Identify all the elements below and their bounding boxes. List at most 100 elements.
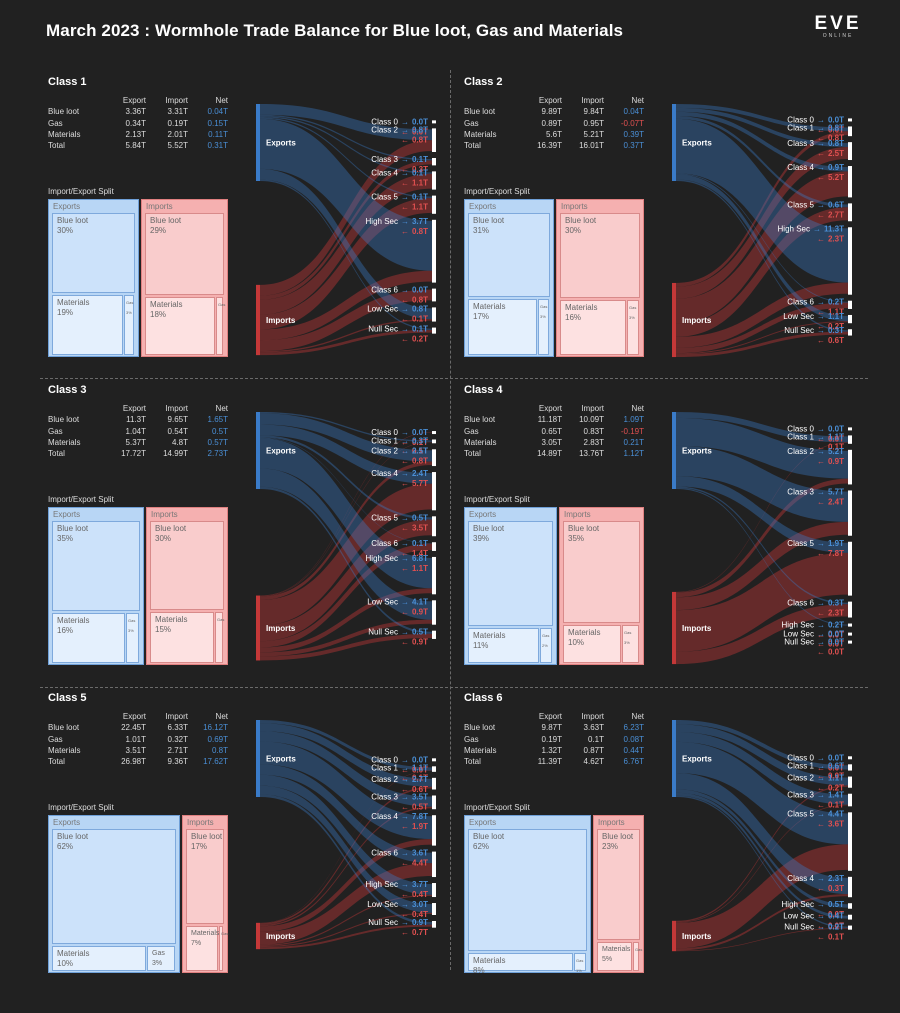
- destination-in-label: ← 0.2T: [401, 335, 428, 344]
- destination-node: [848, 632, 852, 636]
- stats-row: Total 5.84T 5.52T 0.31T: [48, 140, 228, 151]
- import-flow-band: [260, 289, 432, 352]
- out-arrow: →: [401, 597, 409, 606]
- destination-in-label: ← 0.0T: [817, 763, 844, 772]
- destination-node: [848, 812, 852, 871]
- leaf-pct: 62%: [473, 842, 490, 851]
- imports-box-label: Imports: [187, 818, 214, 827]
- stats-export-value: 2.13T: [125, 129, 146, 139]
- imports-treemap-box: Imports Blue loot 17% Materials 7% Gas: [182, 815, 228, 973]
- exports-node: [256, 104, 260, 181]
- destination-name: Class 2: [787, 774, 814, 783]
- stats-row: Gas 1.04T 0.54T 0.5T: [48, 426, 228, 437]
- stats-export-value: 1.04T: [125, 426, 146, 436]
- stats-export-value: 3.36T: [125, 107, 146, 117]
- in-arrow: ←: [817, 457, 825, 466]
- destination-in-label: ← 3.5T: [401, 523, 428, 532]
- destination-in-label: ← 2.3T: [817, 609, 844, 618]
- out-arrow: →: [817, 115, 825, 124]
- destination-name: Class 0: [787, 424, 814, 433]
- stats-header-cell: Net: [215, 712, 228, 721]
- destination-out-label: Class 1 → 0.6T: [787, 761, 844, 770]
- stats-import-value: 10.09T: [579, 415, 604, 425]
- export-flow-band: [676, 412, 848, 443]
- leaf-label: Gas: [218, 300, 225, 310]
- leaf-label: Materials 7%: [191, 929, 219, 949]
- stats-table: Export Import Net Blue loot 22.45T 6.33T 16.12…: [48, 711, 228, 767]
- destination-in-label: ← 0.1T: [401, 438, 428, 447]
- stats-row-label: Materials: [464, 129, 497, 139]
- destination-in-label: ← 5.7T: [401, 479, 428, 488]
- stats-import-value: 3.31T: [167, 107, 188, 117]
- destination-node: [848, 793, 852, 807]
- destination-in-label: ← 0.0T: [401, 765, 428, 774]
- imports-leaf-blue-loot: Blue loot 17%: [186, 829, 224, 924]
- leaf-name: Gas: [624, 630, 632, 635]
- destination-in-label: ← 0.1T: [401, 773, 428, 782]
- stats-row-label: Blue loot: [464, 107, 496, 117]
- in-arrow: ←: [817, 133, 825, 142]
- destination-in-label: ← 4.4T: [401, 859, 428, 868]
- import-flow-band: [260, 924, 432, 950]
- stats-import-value: 4.62T: [583, 757, 604, 767]
- destination-in-label: ← 5.2T: [817, 173, 844, 182]
- in-arrow: ←: [401, 910, 409, 919]
- out-arrow: →: [401, 117, 409, 126]
- in-arrow: ←: [817, 442, 825, 451]
- imports-leaf-materials: Materials 5%: [597, 942, 632, 971]
- out-arrow: →: [401, 428, 409, 437]
- destination-out-label: Null Sec → 0.1T: [368, 325, 428, 334]
- export-flow-band: [676, 486, 848, 605]
- destination-node: [848, 490, 852, 536]
- leaf-pct: 7%: [191, 940, 202, 947]
- in-arrow: ←: [817, 322, 825, 331]
- destination-out-label: High Sec → 0.5T: [782, 900, 845, 909]
- in-arrow: ←: [817, 497, 825, 506]
- out-value: 0.0T: [412, 117, 428, 126]
- destination-node: [432, 556, 436, 595]
- stats-header-cell: Net: [215, 404, 228, 413]
- leaf-label: Materials 15%: [155, 615, 187, 635]
- stats-row: Materials 2.13T 2.01T 0.11T: [48, 129, 228, 140]
- exports-node-label: Exports: [682, 139, 712, 148]
- class-panel: Class 6 Export Import Net Blue loot 9.87T 3.63…: [462, 686, 876, 991]
- import-flow-band: [676, 478, 848, 598]
- leaf-name: Materials: [57, 949, 90, 958]
- export-flow-band: [260, 114, 432, 161]
- imports-leaf-blue-loot: Blue loot 29%: [145, 213, 224, 295]
- destination-out-label: Class 1 → 1.1T: [787, 432, 844, 441]
- destination-in-label: ← 0.8T: [817, 133, 844, 142]
- destination-node: [848, 118, 852, 122]
- leaf-name: Gas: [126, 300, 134, 305]
- exports-leaf-materials: Materials 11%: [468, 628, 539, 663]
- in-value: 0.5T: [412, 803, 428, 812]
- stats-header-cell: Import: [165, 96, 188, 105]
- stats-net-value: 0.11T: [208, 129, 228, 139]
- out-arrow: →: [817, 487, 825, 496]
- export-flow-band: [676, 772, 848, 895]
- stats-export-value: 9.87T: [541, 723, 562, 733]
- in-value: 0.2T: [412, 335, 428, 344]
- leaf-name: Gas: [221, 931, 229, 936]
- stats-row-label: Blue loot: [48, 723, 80, 733]
- stats-table: Export Import Net Blue loot 9.89T 9.84T 0.04T G…: [464, 95, 644, 151]
- leaf-pct: 19%: [57, 308, 74, 317]
- destination-node: [432, 472, 436, 511]
- imports-node: [672, 282, 676, 358]
- destination-out-label: Class 3 → 5.7T: [787, 487, 844, 496]
- export-flow-band: [676, 789, 848, 908]
- logo-sub-text: ONLINE: [822, 33, 854, 39]
- import-flow-band: [260, 329, 432, 356]
- split-title: Import/Export Split: [48, 187, 114, 196]
- stats-net-value: 0.21T: [623, 437, 644, 447]
- import-flow-band: [260, 543, 432, 648]
- destination-name: Class 0: [371, 117, 398, 126]
- leaf-name: Blue loot: [565, 216, 597, 225]
- stats-header-row: Export Import Net: [464, 95, 644, 106]
- leaf-label: Gas 2%: [542, 631, 549, 651]
- in-arrow: ←: [401, 564, 409, 573]
- stats-row: Total 17.72T 14.99T 2.73T: [48, 448, 228, 459]
- leaf-label: Materials 5%: [602, 945, 630, 965]
- destination-out-label: Null Sec → 0.9T: [368, 918, 428, 927]
